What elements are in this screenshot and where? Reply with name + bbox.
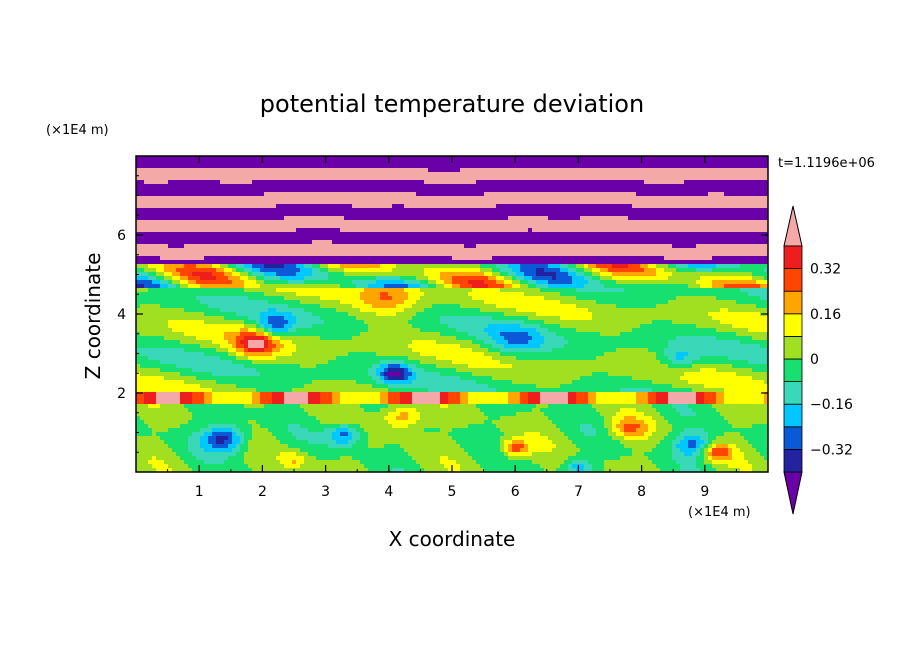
chart-title: potential temperature deviation [260,90,644,118]
colorbar-swatch [783,335,803,360]
x-axis-label: X coordinate [389,527,516,551]
colorbar: 0.32 0.16 0 −0.16 −0.32 [783,205,853,515]
colorbar-tick-label: −0.32 [810,442,853,458]
x-tick-label: 8 [637,484,646,500]
colorbar-swatch [783,426,803,450]
y-tick-label: 2 [117,386,126,402]
colorbar-tick-label: 0.16 [810,307,841,323]
colorbar-extend-top [783,205,803,247]
x-tick-label: 2 [258,484,267,500]
x-tick-label: 9 [700,484,709,500]
x-tick-label: 1 [195,484,204,500]
colorbar-tick-label: 0 [810,352,819,368]
x-tick-label: 5 [448,484,457,500]
x-tick-label: 7 [574,484,583,500]
colorbar-tick-label: 0.32 [810,262,841,278]
x-axis-ticks: 1 2 3 4 5 6 7 8 9 [135,156,769,500]
colorbar-swatch [783,245,803,270]
x-tick-label: 4 [384,484,393,500]
colorbar-swatch [783,268,803,292]
colorbar-swatch [783,381,803,405]
colorbar-swatch [783,290,803,315]
colorbar-tick-label: −0.16 [810,397,853,413]
x-tick-label: 6 [511,484,520,500]
colorbar-swatch [783,403,803,428]
y-axis-ticks: 2 4 6 [117,155,768,473]
colorbar-swatch [783,448,803,473]
colorbar-swatch [783,358,803,383]
y-axis-label: Z coordinate [81,253,105,380]
y-tick-label: 6 [117,228,126,244]
colorbar-swatch [783,313,803,337]
contour-field [136,156,768,472]
y-unit-label: (×1E4 m) [46,123,109,138]
colorbar-extend-bottom [783,471,803,515]
y-tick-label: 4 [117,307,126,323]
x-unit-label: (×1E4 m) [688,505,751,520]
x-tick-label: 3 [321,484,330,500]
time-label: t=1.1196e+06 [778,156,875,171]
